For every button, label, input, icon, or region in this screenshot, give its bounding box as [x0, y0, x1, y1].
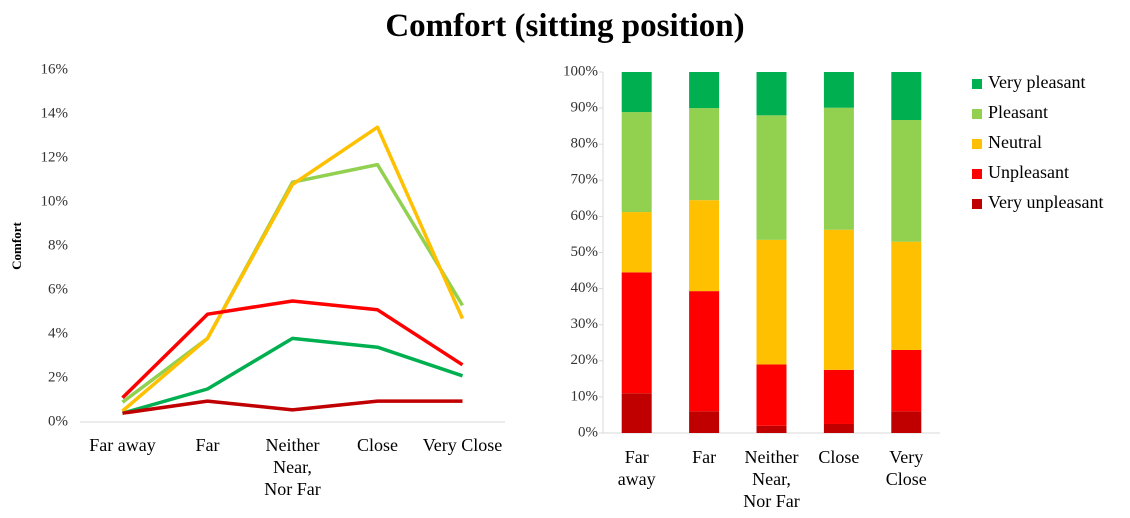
y-tick-label: 0%	[48, 413, 68, 429]
legend-label: Very unpleasant	[988, 192, 1103, 212]
bar-segment	[621, 212, 652, 273]
legend-label: Neutral	[988, 132, 1042, 152]
y-tick-label: 8%	[48, 237, 68, 253]
bar-segment	[689, 200, 720, 292]
y-tick-label: 100%	[563, 63, 598, 79]
legend-label: Very pleasant	[988, 72, 1085, 92]
bar-segment	[823, 229, 854, 370]
y-tick-label: 20%	[571, 352, 599, 368]
x-tick-label: Very Close	[885, 447, 927, 489]
line-series	[122, 399, 463, 415]
y-tick-label: 14%	[41, 105, 69, 121]
bar-segment	[756, 115, 787, 240]
x-tick-label: Neither Near, Nor Far	[743, 447, 800, 511]
bar-segment	[621, 112, 652, 213]
bar-segment	[621, 72, 652, 113]
bar-segment	[891, 241, 922, 350]
x-tick-label: Far	[195, 435, 220, 455]
y-tick-label: 50%	[571, 244, 599, 260]
bar-segment	[891, 411, 922, 433]
bar-segment	[756, 72, 787, 116]
y-tick-label: 40%	[571, 280, 599, 296]
y-tick-label: 6%	[48, 281, 68, 297]
bar-segment	[689, 72, 720, 109]
y-tick-label: 70%	[571, 172, 599, 188]
chart-title: Comfort (sitting position)	[385, 8, 745, 44]
y-axis-label: Comfort	[9, 222, 24, 270]
bar-segment	[756, 364, 787, 426]
line-series	[121, 162, 464, 404]
legend-swatch	[972, 199, 982, 209]
bar-segment	[891, 120, 922, 242]
bar-segment	[689, 291, 720, 412]
x-tick-label: Close	[818, 447, 860, 467]
y-tick-label: 30%	[571, 316, 599, 332]
line-series	[121, 125, 465, 413]
y-tick-label: 16%	[41, 61, 69, 77]
bar-segment	[621, 272, 652, 394]
y-tick-label: 2%	[48, 369, 68, 385]
x-tick-label: Far	[692, 447, 717, 467]
bar-segment	[891, 349, 922, 412]
y-tick-label: 4%	[48, 325, 68, 341]
legend-label: Unpleasant	[988, 162, 1069, 182]
bar-segment	[689, 108, 720, 201]
y-tick-label: 0%	[578, 424, 598, 440]
x-tick-label: Close	[356, 435, 398, 455]
x-tick-label: Neither Near, Nor Far	[264, 435, 321, 499]
y-tick-label: 60%	[571, 208, 599, 224]
bar-segment	[823, 72, 854, 108]
x-tick-label: Far away	[617, 447, 656, 489]
y-tick-label: 12%	[41, 149, 69, 165]
legend-label: Pleasant	[988, 102, 1048, 122]
y-tick-label: 90%	[571, 100, 599, 116]
y-tick-label: 80%	[571, 136, 599, 152]
bar-segment	[823, 369, 854, 424]
x-tick-label: Very Close	[422, 435, 503, 455]
legend-swatch	[972, 109, 982, 119]
legend-swatch	[972, 169, 982, 179]
bar-segment	[823, 107, 854, 230]
bar-segment	[756, 239, 787, 365]
x-tick-label: Far away	[89, 435, 156, 455]
line-series	[121, 299, 464, 400]
y-tick-label: 10%	[571, 388, 599, 404]
bar-segment	[621, 393, 652, 433]
line-series	[122, 336, 464, 415]
bar-segment	[891, 72, 922, 121]
bar-segment	[756, 425, 787, 433]
bar-segment	[689, 411, 720, 433]
legend-swatch	[972, 79, 982, 89]
bar-segment	[823, 423, 854, 433]
y-tick-label: 10%	[41, 193, 69, 209]
legend-swatch	[972, 139, 982, 149]
